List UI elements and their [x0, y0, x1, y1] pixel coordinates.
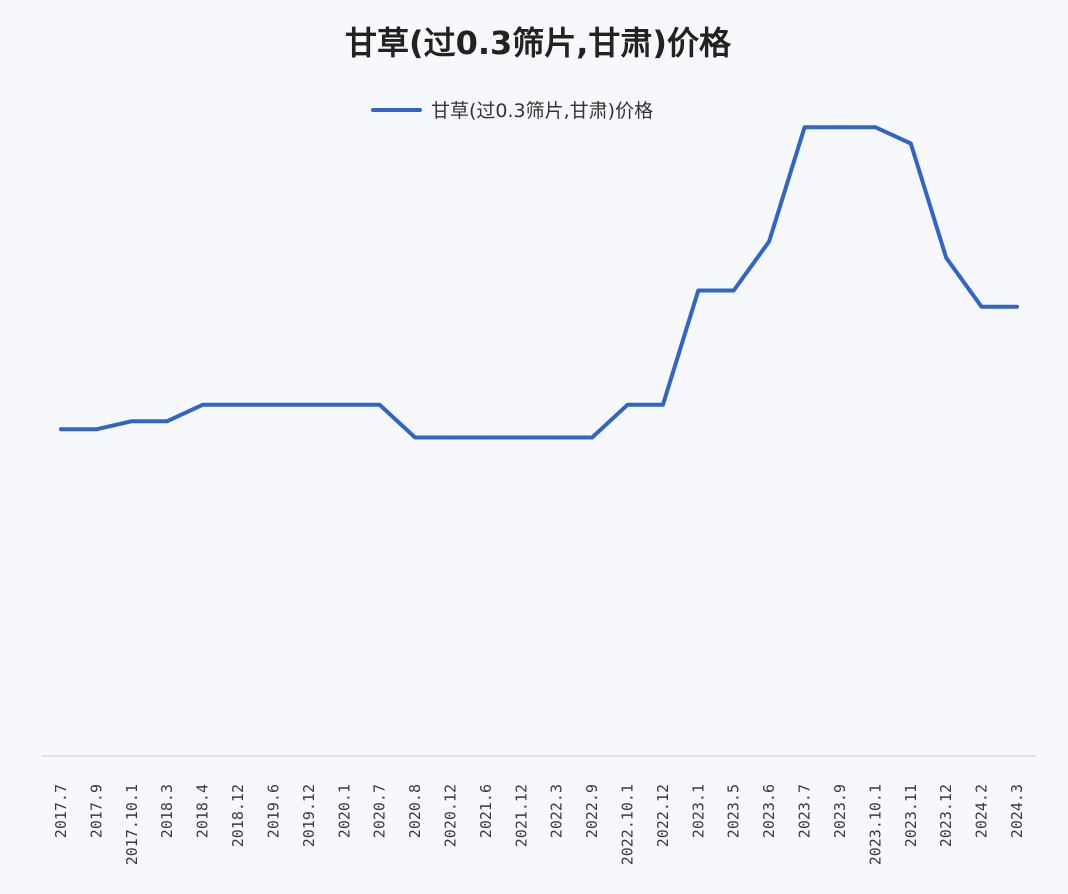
legend-label: 甘草(过0.3筛片,甘肃)价格 [431, 100, 653, 122]
data-point [732, 289, 736, 292]
data-point [555, 436, 559, 439]
data-point [130, 419, 134, 423]
x-tick-label: 2021.12 [512, 784, 530, 847]
legend: 甘草(过0.3筛片,甘肃)价格 [371, 100, 653, 122]
x-tick-label: 2023.7 [796, 784, 814, 838]
x-tick-label: 2023.12 [937, 784, 955, 847]
data-point [1015, 305, 1019, 309]
x-tick-label: 2019.12 [300, 784, 318, 847]
series-line [59, 125, 1019, 440]
data-point [696, 289, 700, 292]
x-tick-label: 2019.6 [264, 784, 282, 838]
data-point [271, 403, 275, 407]
data-point [413, 436, 417, 439]
data-point [236, 403, 240, 407]
chart-title: 甘草(过0.3筛片,甘肃)价格 [345, 24, 732, 62]
x-tick-label: 2022.12 [654, 784, 672, 847]
data-point [590, 436, 594, 439]
x-tick-label: 2023.6 [760, 784, 778, 838]
x-tick-label: 2017.9 [87, 784, 105, 838]
data-point [519, 436, 523, 439]
x-tick-label: 2024.3 [1008, 784, 1026, 838]
data-point [307, 403, 311, 407]
data-point [838, 125, 842, 129]
x-tick-label: 2021.6 [477, 784, 495, 838]
data-point [342, 403, 346, 407]
plot-area [59, 125, 1019, 440]
data-point [873, 125, 877, 129]
data-point [661, 403, 665, 407]
x-tick-label: 2018.12 [229, 784, 247, 847]
x-tick-label: 2023.11 [902, 784, 920, 847]
x-tick-label: 2020.12 [442, 784, 460, 847]
data-point [165, 419, 169, 423]
x-tick-label: 2017.7 [52, 784, 70, 838]
data-point [909, 142, 913, 145]
data-point [59, 427, 63, 431]
x-tick-label: 2023.9 [831, 784, 849, 838]
x-tick-label: 2022.10.1 [619, 784, 637, 865]
data-point [201, 403, 205, 407]
data-point [767, 240, 771, 243]
data-point [944, 256, 948, 260]
data-point [626, 403, 629, 407]
data-point [980, 305, 984, 309]
x-tick-label: 2020.1 [335, 784, 353, 838]
x-tick-label: 2022.9 [583, 784, 601, 838]
x-tick-label: 2024.2 [973, 784, 991, 838]
data-point [449, 436, 452, 439]
x-tick-label: 2023.10.1 [866, 784, 884, 865]
x-tick-label: 2023.1 [689, 784, 707, 838]
x-tick-label: 2018.3 [158, 784, 176, 838]
data-point [484, 436, 488, 439]
x-tick-labels: 2017.7 2017.9 2017.10.1 2018.3 2018.4 2018.12… [52, 784, 1026, 865]
x-tick-label: 2017.10.1 [123, 784, 141, 865]
x-tick-label: 2023.5 [725, 784, 743, 838]
data-point [803, 125, 807, 129]
data-point [94, 427, 98, 431]
x-tick-label: 2020.7 [371, 784, 389, 838]
data-point [378, 403, 382, 407]
x-tick-label: 2018.4 [194, 784, 212, 838]
x-tick-label: 2022.3 [548, 784, 566, 838]
x-tick-label: 2020.8 [406, 784, 424, 838]
